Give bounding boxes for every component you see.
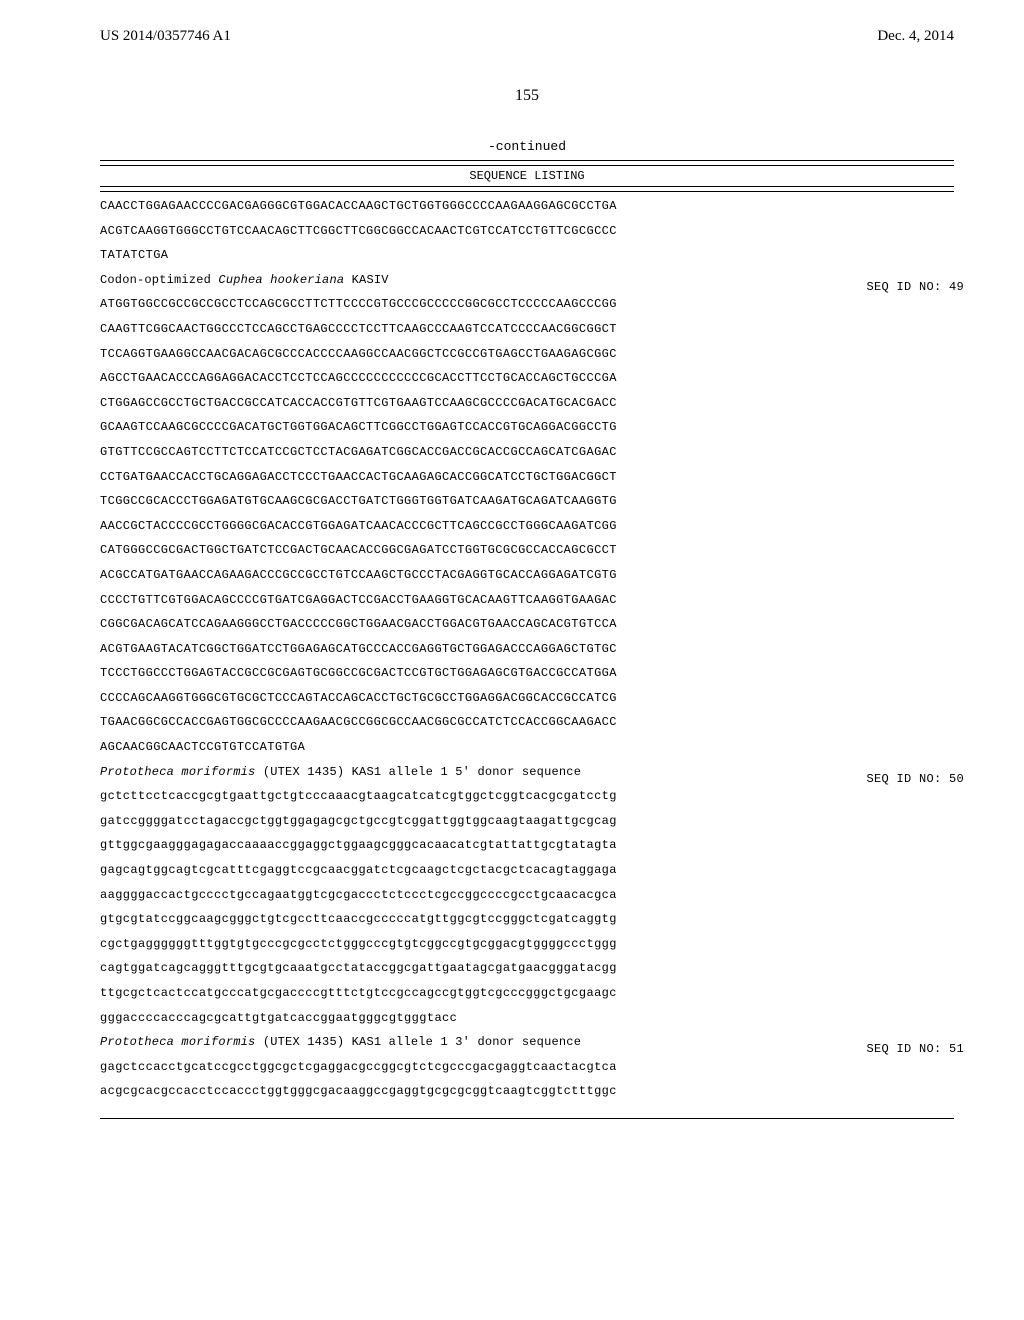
sequence-line: CCTGATGAACCACCTGCAGGAGACCTCCCTGAACCACTGC… — [100, 465, 954, 490]
sequence-label: Codon-optimized Cuphea hookeriana KASIV — [100, 268, 954, 293]
sequence-line: gagcagtggcagtcgcatttcgaggtccgcaacggatctc… — [100, 858, 954, 883]
sequence-line: TATATCTGA — [100, 243, 954, 268]
sequence-line: ttgcgctcactccatgcccatgcgaccccgtttctgtccg… — [100, 981, 954, 1006]
sequence-line: TCCAGGTGAAGGCCAACGACAGCGCCCACCCCAAGGCCAA… — [100, 342, 954, 367]
sequence-line: gctcttcctcaccgcgtgaattgctgtcccaaacgtaagc… — [100, 784, 954, 809]
sequence-line: CAAGTTCGGCAACTGGCCCTCCAGCCTGAGCCCCTCCTTC… — [100, 317, 954, 342]
sequence-line: gggaccccacccagcgcattgtgatcaccggaatgggcgt… — [100, 1006, 954, 1031]
sequence-label-row: Prototheca moriformis (UTEX 1435) KAS1 a… — [100, 1030, 954, 1055]
sequence-line: aaggggaccactgcccctgccagaatggtcgcgaccctct… — [100, 883, 954, 908]
sequence-line: TCGGCCGCACCCTGGAGATGTGCAAGCGCGACCTGATCTG… — [100, 489, 954, 514]
sequence-line: ACGCCATGATGAACCAGAAGACCCGCCGCCTGTCCAAGCT… — [100, 563, 954, 588]
sequence-label-row: Prototheca moriformis (UTEX 1435) KAS1 a… — [100, 760, 954, 785]
page-number: 155 — [100, 87, 954, 105]
continued-label: -continued — [100, 139, 954, 154]
sequence-line: ACGTCAAGGTGGGCCTGTCCAACAGCTTCGGCTTCGGCGG… — [100, 219, 954, 244]
sequence-line: GTGTTCCGCCAGTCCTTCTCCATCCGCTCCTACGAGATCG… — [100, 440, 954, 465]
sequence-line: gttggcgaagggagagaccaaaaccggaggctggaagcgg… — [100, 833, 954, 858]
page-header: US 2014/0357746 A1 Dec. 4, 2014 — [100, 28, 954, 45]
sequence-listing-body: CAACCTGGAGAACCCCGACGAGGGCGTGGACACCAAGCTG… — [100, 194, 954, 1119]
publication-number: US 2014/0357746 A1 — [100, 28, 231, 45]
sequence-line: GCAAGTCCAAGCGCCCCGACATGCTGGTGGACAGCTTCGG… — [100, 415, 954, 440]
sequence-block: CAACCTGGAGAACCCCGACGAGGGCGTGGACACCAAGCTG… — [100, 194, 954, 268]
sequence-line: CCCCAGCAAGGTGGGCGTGCGCTCCCAGTACCAGCACCTG… — [100, 686, 954, 711]
sequence-block: ATGGTGGCCGCCGCCGCCTCCAGCGCCTTCTTCCCCGTGC… — [100, 292, 954, 759]
sequence-line: cagtggatcagcagggtttgcgtgcaaatgcctataccgg… — [100, 956, 954, 981]
sequence-line: CAACCTGGAGAACCCCGACGAGGGCGTGGACACCAAGCTG… — [100, 194, 954, 219]
publication-date: Dec. 4, 2014 — [877, 28, 954, 45]
sequence-line: CATGGGCCGCGACTGGCTGATCTCCGACTGCAACACCGGC… — [100, 538, 954, 563]
sequence-label-row: Codon-optimized Cuphea hookeriana KASIVS… — [100, 268, 954, 293]
sequence-line: cgctgaggggggtttggtgtgcccgcgcctctgggcccgt… — [100, 932, 954, 957]
sequence-line: CGGCGACAGCATCCAGAAGGGCCTGACCCCCGGCTGGAAC… — [100, 612, 954, 637]
sequence-line: gatccggggatcctagaccgctggtggagagcgctgccgt… — [100, 809, 954, 834]
sequence-line: AGCAACGGCAACTCCGTGTCCATGTGA — [100, 735, 954, 760]
sequence-line: CTGGAGCCGCCTGCTGACCGCCATCACCACCGTGTTCGTG… — [100, 391, 954, 416]
sequence-label: Prototheca moriformis (UTEX 1435) KAS1 a… — [100, 760, 954, 785]
sequence-line: ACGTGAAGTACATCGGCTGGATCCTGGAGAGCATGCCCAC… — [100, 637, 954, 662]
sequence-line: CCCCTGTTCGTGGACAGCCCCGTGATCGAGGACTCCGACC… — [100, 588, 954, 613]
sequence-label: Prototheca moriformis (UTEX 1435) KAS1 a… — [100, 1030, 954, 1055]
sequence-listing-heading-box: SEQUENCE LISTING — [100, 160, 954, 192]
sequence-line: gagctccacctgcatccgcctggcgctcgaggacgccggc… — [100, 1055, 954, 1080]
sequence-line: ATGGTGGCCGCCGCCGCCTCCAGCGCCTTCTTCCCCGTGC… — [100, 292, 954, 317]
sequence-line: AGCCTGAACACCCAGGAGGACACCTCCTCCAGCCCCCCCC… — [100, 366, 954, 391]
sequence-line: TCCCTGGCCCTGGAGTACCGCCGCGAGTGCGGCCGCGACT… — [100, 661, 954, 686]
sequence-line: TGAACGGCGCCACCGAGTGGCGCCCCAAGAACGCCGGCGC… — [100, 710, 954, 735]
sequence-line: AACCGCTACCCCGCCTGGGGCGACACCGTGGAGATCAACA… — [100, 514, 954, 539]
sequence-listing-heading: SEQUENCE LISTING — [100, 165, 954, 187]
sequence-block: gagctccacctgcatccgcctggcgctcgaggacgccggc… — [100, 1055, 954, 1104]
sequence-block: gctcttcctcaccgcgtgaattgctgtcccaaacgtaagc… — [100, 784, 954, 1030]
sequence-line: gtgcgtatccggcaagcgggctgtcgccttcaaccgcccc… — [100, 907, 954, 932]
sequence-line: acgcgcacgccacctccaccctggtgggcgacaaggccga… — [100, 1079, 954, 1104]
